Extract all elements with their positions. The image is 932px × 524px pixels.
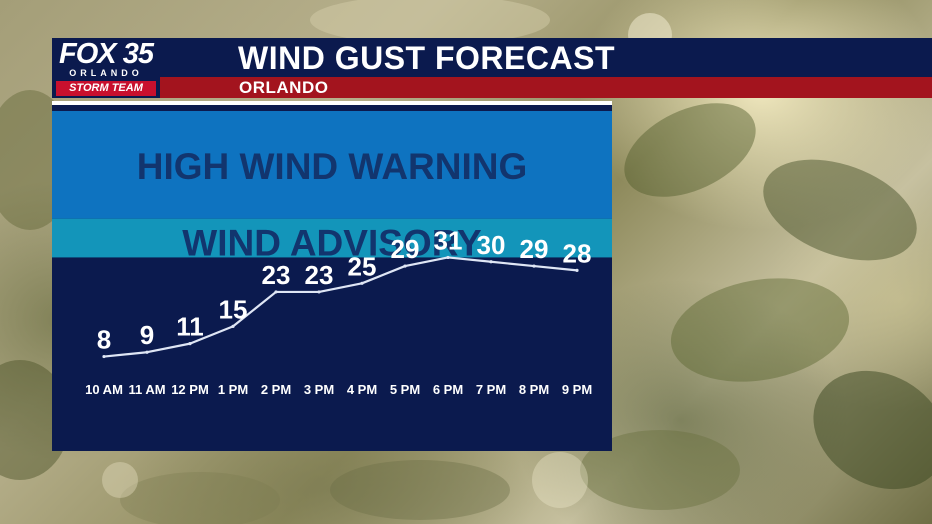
- data-label: 29: [520, 234, 549, 264]
- data-point: [532, 264, 536, 268]
- data-label: 29: [391, 234, 420, 264]
- threshold-band: [52, 218, 612, 258]
- x-tick-label: 2 PM: [261, 382, 291, 397]
- data-label: 23: [262, 260, 291, 290]
- data-point: [317, 290, 321, 294]
- chart-title: WIND GUST FORECAST: [238, 40, 615, 76]
- x-tick-label: 5 PM: [390, 382, 420, 397]
- data-label: 15: [219, 294, 248, 324]
- x-tick-label: 1 PM: [218, 382, 248, 397]
- logo-brand: FOX 35: [59, 38, 154, 70]
- data-point: [188, 342, 192, 346]
- data-point: [575, 268, 579, 272]
- data-point: [231, 324, 235, 328]
- band-label: HIGH WIND WARNING: [137, 146, 528, 187]
- x-tick-label: 12 PM: [171, 382, 209, 397]
- panel-gap: [52, 105, 612, 111]
- data-point: [446, 255, 450, 260]
- x-tick-label: 4 PM: [347, 382, 377, 397]
- data-point: [489, 260, 493, 264]
- x-tick-label: 3 PM: [304, 382, 334, 397]
- title-bar: WIND GUST FORECAST: [160, 38, 932, 77]
- data-point: [360, 281, 364, 285]
- x-tick-label: 11 AM: [128, 382, 165, 397]
- data-label: 28: [563, 238, 592, 268]
- subtitle-bar: ORLANDO: [160, 77, 932, 98]
- x-tick-label: 8 PM: [519, 382, 549, 397]
- wind-gust-chart: HIGH WIND WARNING WIND ADVISORY 8 9 11 15 23 23…: [52, 111, 612, 451]
- fox35-logo: FOX 35 ORLANDO STORM TEAM: [52, 38, 160, 98]
- x-tick-label: 9 PM: [562, 382, 592, 397]
- x-tick-label: 7 PM: [476, 382, 506, 397]
- chart-panel: HIGH WIND WARNING WIND ADVISORY 8 9 11 15 23 23…: [52, 101, 612, 451]
- data-label: 23: [305, 260, 334, 290]
- band-label: WIND ADVISORY: [182, 222, 482, 263]
- series-line: [102, 256, 579, 358]
- x-tick-label: 6 PM: [433, 382, 463, 397]
- data-point: [145, 350, 149, 354]
- logo-storm-team: STORM TEAM: [56, 81, 156, 96]
- data-label: 31: [434, 225, 463, 255]
- x-tick-label: 10 AM: [85, 382, 123, 397]
- data-label: 30: [477, 230, 506, 260]
- data-point: [274, 290, 278, 294]
- chart-subtitle: ORLANDO: [239, 78, 329, 97]
- data-label: 25: [348, 251, 377, 281]
- data-point: [403, 264, 407, 268]
- data-label: 9: [140, 320, 154, 350]
- data-label: 11: [176, 312, 204, 342]
- panel-top-rule: [52, 101, 612, 105]
- data-label: 8: [97, 325, 111, 355]
- data-point: [102, 354, 106, 359]
- threshold-band: [52, 111, 612, 219]
- logo-city: ORLANDO: [69, 68, 143, 78]
